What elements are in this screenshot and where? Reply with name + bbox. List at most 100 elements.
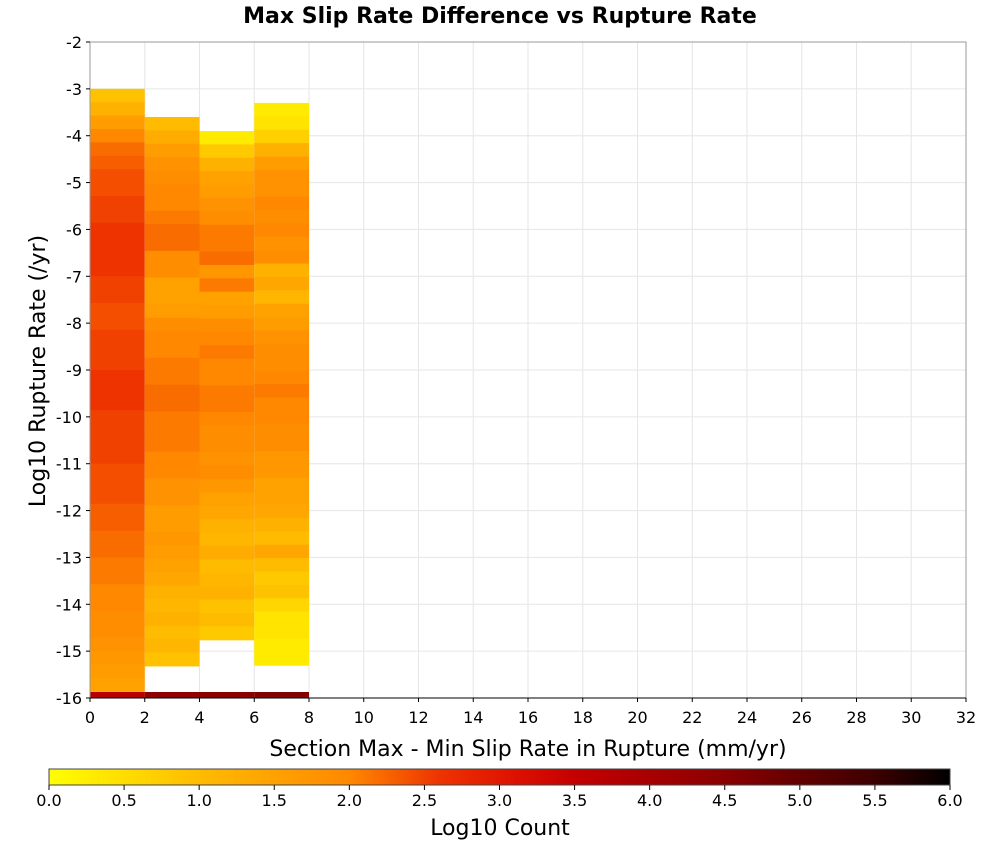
heatmap-cell [90,343,145,358]
heatmap-cell [199,572,255,587]
heatmap-cell [199,157,255,172]
heatmap-cell [144,157,200,172]
heatmap-cell [144,237,200,252]
heatmap-cell [144,398,200,413]
heatmap-cell [144,331,200,346]
heatmap-cell [90,249,145,264]
heatmap-cell [90,517,145,532]
heatmap-cell [90,155,145,170]
heatmap-cell [199,626,255,641]
heatmap-cell [199,425,255,440]
heatmap-cell [199,358,255,373]
chart-title: Max Slip Rate Difference vs Rupture Rate [243,4,757,29]
y-tick-label: -14 [56,595,82,614]
heatmap-cell [90,129,145,144]
heatmap-cell [254,263,309,278]
heatmap-cell [144,317,200,332]
heatmap-cell [254,531,309,546]
heatmap-cell [90,303,145,318]
heatmap-cell [254,290,309,305]
x-tick-label: 24 [737,708,757,727]
heatmap-cell [199,224,255,239]
heatmap-cell [144,491,200,506]
y-tick-label: -3 [66,80,82,99]
heatmap-cell [90,544,145,559]
heatmap-cell [144,304,200,319]
heatmap-cell [199,586,255,601]
heatmap-cell [144,625,200,640]
heatmap-cell [144,652,200,667]
heatmap-cell [144,170,200,185]
heatmap-cell [90,276,145,291]
heatmap-cell [144,531,200,546]
heatmap-cell [144,210,200,225]
colorbar-tick-label: 6.0 [937,791,962,810]
heatmap-cell [199,505,255,520]
heatmap-cell [144,465,200,480]
x-axis-ticks: 0 2 4 6 8 10 12 14 16 18 20 22 24 26 28 30 32 [85,698,976,727]
heatmap-cell [199,345,255,360]
heatmap-cell [254,343,309,358]
heatmap-cell [254,651,309,666]
heatmap-cell [90,477,145,492]
x-tick-label: 22 [682,708,702,727]
heatmap-cell [90,262,145,277]
heatmap-cell [199,438,255,453]
heatmap-cell [199,612,255,627]
y-tick-label: -6 [66,220,82,239]
x-tick-label: 28 [846,708,866,727]
heatmap-cell [199,519,255,534]
y-tick-label: -7 [66,267,82,286]
colorbar-tick-label: 4.5 [712,791,737,810]
heatmap-cell [144,505,200,520]
x-tick-label: 14 [463,708,483,727]
heatmap-cell [90,236,145,251]
heatmap-cell [90,450,145,465]
x-tick-label: 32 [956,708,976,727]
heatmap-cell [144,572,200,587]
heatmap-cell [199,211,255,226]
y-tick-label: -12 [56,502,82,521]
heatmap-cell [254,625,309,639]
heatmap-cell [144,277,200,292]
x-tick-label: 30 [901,708,921,727]
heatmap-cell [254,330,309,345]
heatmap-cell [90,651,145,666]
heatmap-cell [254,504,309,519]
heatmap-cell [144,371,200,386]
heatmap-cell [254,210,309,224]
heatmap-cell [90,463,145,478]
heatmap-cell [90,692,145,698]
heatmap-cell [90,637,145,652]
heatmap-cell [144,116,200,131]
colorbar-tick-label: 5.5 [862,791,887,810]
heatmap-cell [254,437,309,452]
heatmap-cell [254,357,309,372]
heatmap-cell [254,250,309,265]
x-tick-label: 18 [573,708,593,727]
heatmap-cell [254,129,309,144]
x-tick-label: 10 [354,708,374,727]
heatmap-cell [90,195,145,210]
heatmap-cell [144,344,200,359]
heatmap-cell [90,624,145,639]
heatmap-cell [254,598,309,613]
heatmap-cell [254,276,309,291]
heatmap-cell [254,638,309,653]
heatmap-cell [144,451,200,466]
heatmap-cell [90,503,145,518]
heatmap-cell [199,171,255,186]
colorbar-ticks: 0.0 0.5 1.0 1.5 2.0 2.5 3.0 3.5 4.0 4.5 5.0 5.5 6.0 [36,785,963,810]
heatmap-cell [90,142,145,157]
colorbar-tick-label: 2.0 [337,791,362,810]
heatmap-cell [90,369,145,384]
heatmap-cell [144,411,200,426]
heatmap-cell [254,196,309,211]
heatmap-cell [144,598,200,613]
heatmap-cell [144,384,200,399]
heatmap-cell [90,436,145,451]
colorbar-tick-label: 0.0 [36,791,61,810]
heatmap-cell [90,423,145,438]
heatmap-cell [199,559,255,574]
heatmap-cell [199,385,255,400]
